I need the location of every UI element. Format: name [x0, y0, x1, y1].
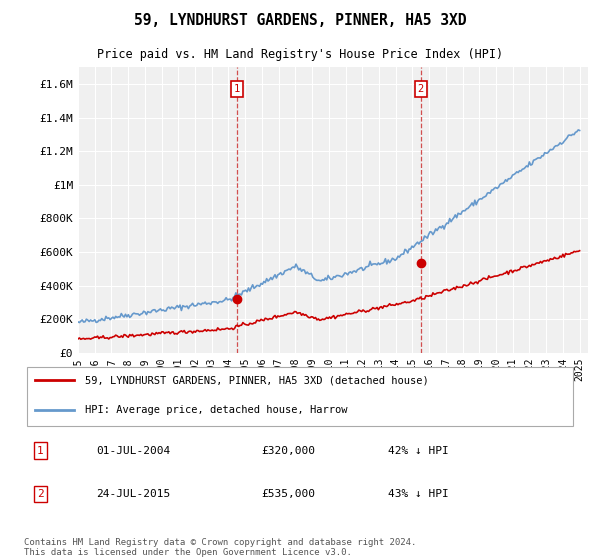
Text: 42% ↓ HPI: 42% ↓ HPI	[388, 446, 449, 456]
Text: £320,000: £320,000	[262, 446, 316, 456]
Text: 59, LYNDHURST GARDENS, PINNER, HA5 3XD (detached house): 59, LYNDHURST GARDENS, PINNER, HA5 3XD (…	[85, 375, 428, 385]
Text: 2: 2	[37, 489, 44, 499]
Text: Contains HM Land Registry data © Crown copyright and database right 2024.
This d: Contains HM Land Registry data © Crown c…	[24, 538, 416, 557]
Text: Price paid vs. HM Land Registry's House Price Index (HPI): Price paid vs. HM Land Registry's House …	[97, 48, 503, 62]
Text: 1: 1	[37, 446, 44, 456]
Text: 01-JUL-2004: 01-JUL-2004	[96, 446, 170, 456]
Text: 1: 1	[234, 84, 240, 94]
Text: £535,000: £535,000	[262, 489, 316, 499]
Text: 2: 2	[418, 84, 424, 94]
Text: HPI: Average price, detached house, Harrow: HPI: Average price, detached house, Harr…	[85, 405, 347, 416]
Text: 59, LYNDHURST GARDENS, PINNER, HA5 3XD: 59, LYNDHURST GARDENS, PINNER, HA5 3XD	[134, 13, 466, 29]
Text: 24-JUL-2015: 24-JUL-2015	[96, 489, 170, 499]
FancyBboxPatch shape	[27, 367, 573, 426]
Text: 43% ↓ HPI: 43% ↓ HPI	[388, 489, 449, 499]
